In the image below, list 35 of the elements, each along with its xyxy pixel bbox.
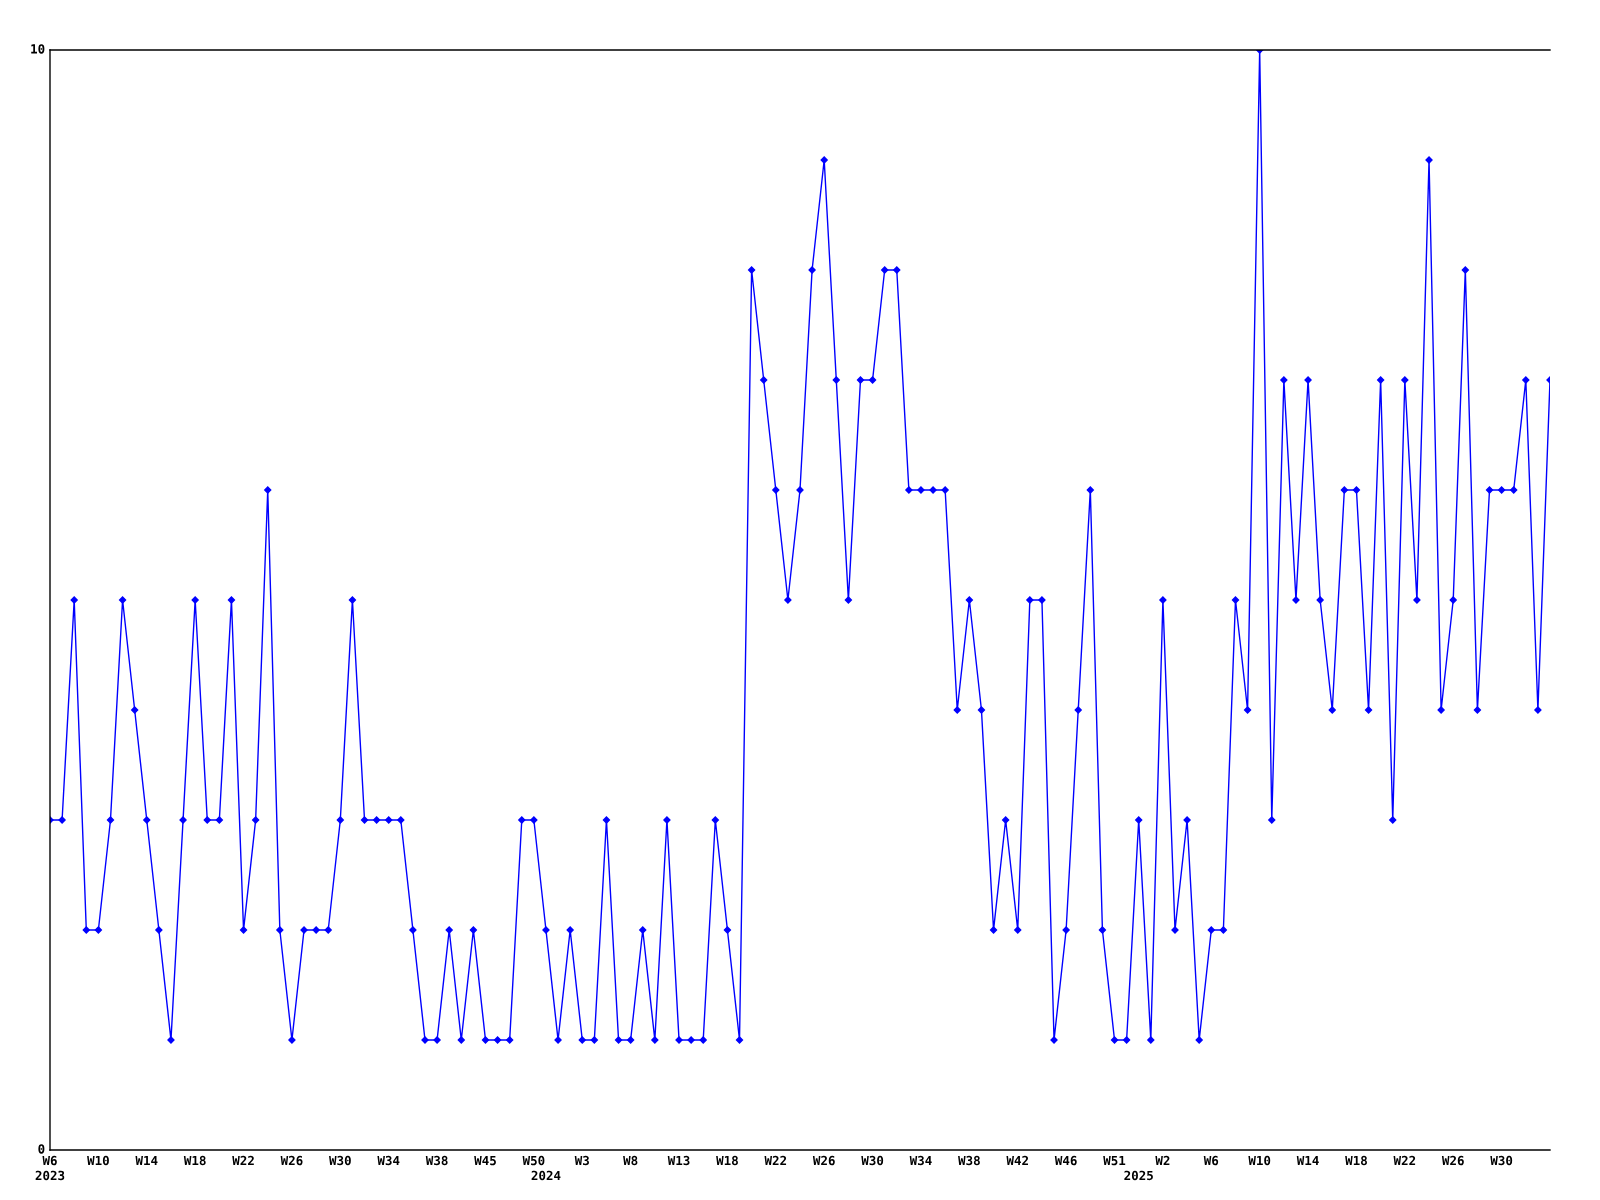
x-tick-label: W45 — [474, 1155, 496, 1166]
x-tick-label: W30 — [329, 1155, 351, 1166]
x-tick-label: W38 — [425, 1155, 448, 1166]
x-tick-label: W26 — [280, 1155, 303, 1166]
x-tick-label: W22 — [1393, 1155, 1416, 1166]
x-tick-label: W46 — [1054, 1155, 1077, 1166]
x-tick-label: W30 — [1490, 1155, 1513, 1166]
x-tick-label: W6 2023 — [35, 1155, 65, 1181]
x-tick-label: W10 — [1248, 1155, 1271, 1166]
x-tick-label: W18 — [1345, 1155, 1367, 1166]
x-tick-label: W26 — [1441, 1155, 1464, 1166]
y-tick-label: 10 — [31, 44, 45, 54]
x-tick-label: W6 — [1203, 1155, 1219, 1166]
x-tick-label: W13 — [667, 1155, 690, 1166]
x-tick-label: W30 — [861, 1155, 884, 1166]
x-tick-label: W42 — [1006, 1155, 1028, 1166]
x-tick-label: 2025 — [1124, 1170, 1153, 1181]
x-tick-label: W38 — [958, 1155, 980, 1166]
x-tick-label: 2024 — [531, 1170, 561, 1181]
x-tick-label: W3 — [574, 1155, 589, 1166]
x-tick-label: W34 — [377, 1155, 400, 1166]
y-tick-label: 0 — [38, 1144, 45, 1154]
x-tick-label: W34 — [909, 1155, 932, 1166]
x-tick-label: W2 — [1155, 1155, 1170, 1166]
x-tick-label: W8 — [623, 1155, 638, 1166]
x-tick-label: W14 — [1296, 1155, 1319, 1166]
x-tick-label: W14 — [135, 1155, 158, 1166]
x-tick-label: W51 — [1103, 1155, 1126, 1166]
x-tick-label: W10 — [87, 1155, 109, 1166]
x-tick-label: W26 — [812, 1155, 835, 1166]
x-tick-label: W22 — [764, 1155, 787, 1166]
x-tick-label: W18 — [183, 1155, 206, 1166]
x-tick-label: W50 — [522, 1155, 545, 1166]
x-tick-label: W18 — [716, 1155, 738, 1166]
x-tick-label: W22 — [232, 1155, 254, 1166]
